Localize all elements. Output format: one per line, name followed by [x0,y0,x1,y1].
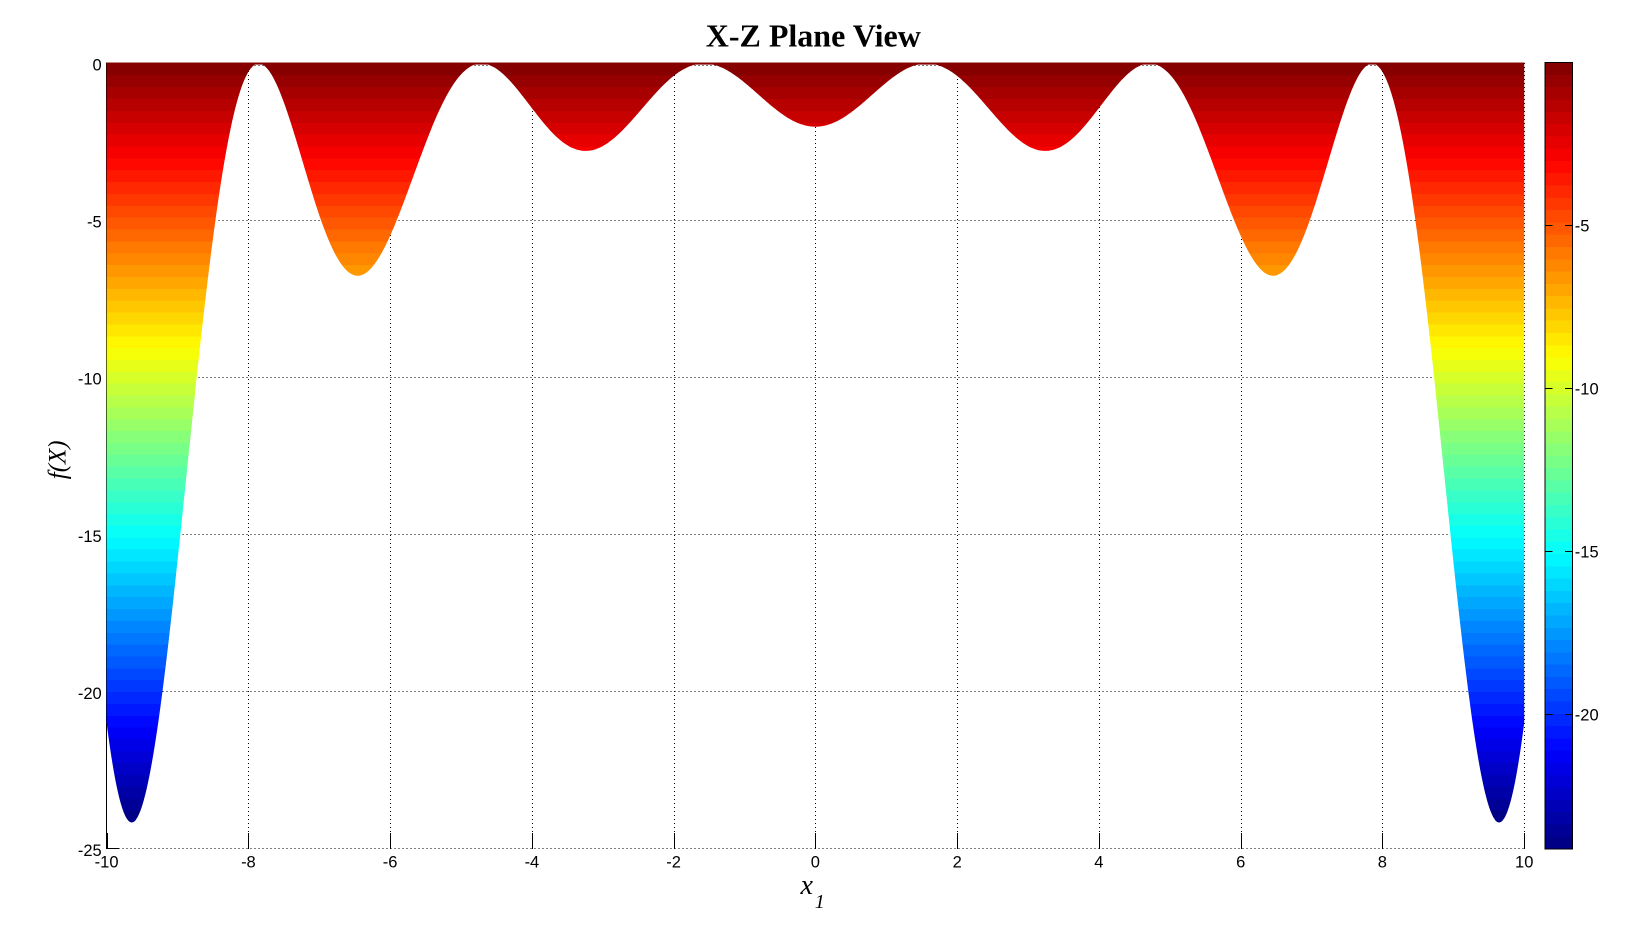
svg-text:-25: -25 [78,842,102,860]
svg-text:0: 0 [93,57,102,75]
svg-text:6: 6 [1236,854,1245,872]
svg-text:-6: -6 [383,854,398,872]
svg-text:8: 8 [1378,854,1387,872]
svg-text:-15: -15 [1575,544,1599,562]
svg-text:0: 0 [811,854,820,872]
svg-text:10: 10 [1515,854,1533,872]
svg-text:-5: -5 [87,214,102,232]
svg-text:-4: -4 [525,854,540,872]
svg-text:x: x [800,870,814,901]
svg-text:-20: -20 [1575,707,1599,725]
svg-text:1: 1 [815,891,825,913]
svg-text:-10: -10 [95,854,119,872]
svg-text:-20: -20 [78,685,102,703]
svg-text:4: 4 [1094,854,1103,872]
svg-text:-10: -10 [1575,381,1599,399]
svg-text:-2: -2 [666,854,681,872]
svg-text:-15: -15 [78,528,102,546]
svg-text:-10: -10 [78,371,102,389]
svg-text:2: 2 [953,854,962,872]
svg-text:-5: -5 [1575,218,1590,236]
svg-text:-8: -8 [241,854,256,872]
svg-text:X-Z Plane View: X-Z Plane View [706,18,921,54]
svg-text:f(X): f(X) [45,440,72,479]
